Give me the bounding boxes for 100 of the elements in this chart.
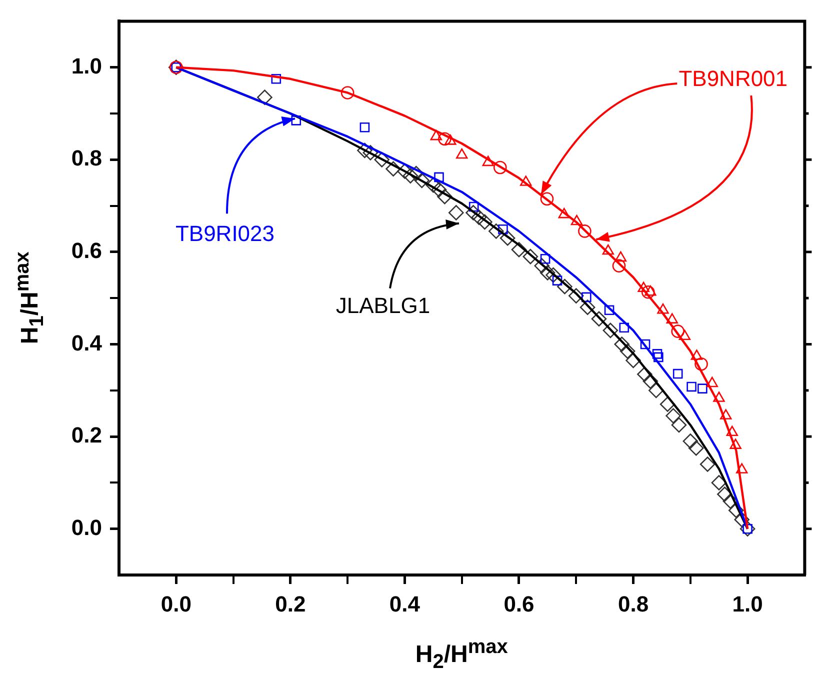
y-tick-label: 0.2 xyxy=(71,422,102,448)
point xyxy=(456,148,468,159)
point xyxy=(688,440,704,456)
point xyxy=(728,502,744,518)
y-tick-label: 0.6 xyxy=(71,238,102,264)
point xyxy=(614,251,627,262)
point xyxy=(740,521,756,536)
point xyxy=(612,259,626,272)
point xyxy=(734,512,750,528)
point xyxy=(357,142,372,158)
point xyxy=(678,330,691,340)
point xyxy=(402,168,418,184)
point xyxy=(644,285,656,296)
y-tick-label: 1.0 xyxy=(71,53,102,78)
point xyxy=(444,134,456,145)
point xyxy=(482,156,494,166)
point xyxy=(666,313,678,324)
x-tick-label: 1.0 xyxy=(732,591,763,616)
point xyxy=(682,434,698,449)
point xyxy=(706,376,718,388)
point xyxy=(493,160,507,174)
point xyxy=(448,205,464,220)
point xyxy=(614,336,630,352)
point xyxy=(582,292,592,302)
point xyxy=(570,214,583,226)
point xyxy=(641,285,655,299)
point xyxy=(591,311,607,327)
point xyxy=(540,265,556,280)
point xyxy=(468,202,479,212)
point xyxy=(642,374,658,389)
y-tick-label: 0.4 xyxy=(71,330,103,356)
point xyxy=(726,426,738,436)
x-tick-label: 0.4 xyxy=(389,591,421,616)
y-tick-label: 0.0 xyxy=(71,514,102,540)
point xyxy=(686,382,696,392)
point xyxy=(666,408,681,424)
point xyxy=(271,74,282,84)
point xyxy=(619,322,630,333)
point xyxy=(340,86,354,100)
point xyxy=(437,188,452,204)
point xyxy=(540,254,550,264)
point xyxy=(652,349,662,359)
point xyxy=(637,366,652,382)
point xyxy=(711,475,727,490)
point xyxy=(397,164,412,179)
point xyxy=(558,208,570,218)
point xyxy=(713,392,725,402)
point xyxy=(520,176,532,186)
point xyxy=(720,409,732,420)
x-tick-label: 0.8 xyxy=(618,591,649,616)
point xyxy=(438,132,452,146)
point xyxy=(672,368,683,379)
annotation: JLABLG1 xyxy=(336,293,430,320)
point xyxy=(730,438,742,449)
point xyxy=(557,278,572,294)
point xyxy=(414,172,430,188)
point xyxy=(362,145,378,160)
x-tick-label: 0.0 xyxy=(160,591,192,616)
x-axis-title: H$_{2}$/H$^{max}$ xyxy=(415,636,508,674)
point xyxy=(426,177,441,193)
point xyxy=(430,130,442,140)
point xyxy=(717,486,732,502)
point xyxy=(626,352,641,368)
point xyxy=(654,352,664,362)
annotation: TB9NR001 xyxy=(678,66,788,92)
x-tick-label: 0.2 xyxy=(275,591,306,616)
point xyxy=(638,282,650,292)
point xyxy=(694,357,708,371)
point xyxy=(546,267,561,283)
y-tick-label: 0.8 xyxy=(71,146,102,171)
point xyxy=(604,305,614,315)
annotation: TB9RI023 xyxy=(175,220,275,247)
point xyxy=(671,417,687,433)
point xyxy=(522,248,538,264)
point xyxy=(466,205,481,220)
point xyxy=(657,303,669,314)
point xyxy=(386,161,401,177)
point xyxy=(568,288,584,304)
point xyxy=(700,456,716,472)
point xyxy=(360,122,370,132)
point xyxy=(431,182,447,198)
point xyxy=(690,350,703,360)
point xyxy=(698,384,708,394)
point xyxy=(434,172,444,182)
point xyxy=(534,258,550,274)
point xyxy=(602,322,618,338)
point xyxy=(540,192,554,206)
point xyxy=(736,463,748,474)
point xyxy=(602,244,614,255)
point xyxy=(477,214,492,230)
point xyxy=(640,339,650,350)
point xyxy=(374,152,390,168)
point xyxy=(722,494,738,509)
point xyxy=(488,224,504,239)
point xyxy=(257,90,272,105)
point xyxy=(500,230,516,246)
point xyxy=(511,242,527,258)
x-tick-label: 0.6 xyxy=(504,591,534,616)
point xyxy=(471,210,487,225)
point xyxy=(620,344,636,359)
